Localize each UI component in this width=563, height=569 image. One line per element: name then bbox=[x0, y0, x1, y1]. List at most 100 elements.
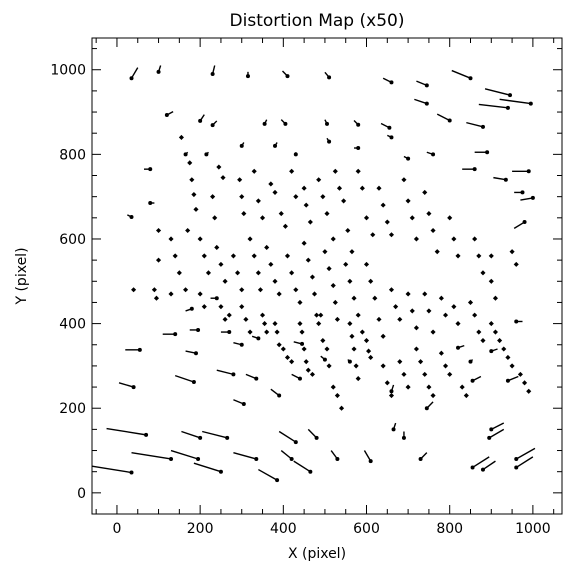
data-point bbox=[222, 316, 228, 322]
data-point bbox=[509, 363, 515, 369]
distortion-vector bbox=[520, 197, 534, 201]
data-point bbox=[332, 299, 338, 305]
vector-origin-point bbox=[148, 167, 153, 172]
data-point bbox=[193, 206, 199, 212]
vector-origin-point bbox=[129, 76, 134, 81]
vector-origin-point bbox=[470, 378, 475, 383]
data-point bbox=[255, 198, 261, 204]
vector-origin-point bbox=[183, 152, 188, 157]
distortion-vector bbox=[490, 422, 505, 431]
data-point bbox=[422, 371, 428, 377]
data-point bbox=[276, 291, 282, 297]
data-point bbox=[239, 194, 245, 200]
vector-origin-point bbox=[335, 456, 340, 461]
vector-origin-point bbox=[293, 152, 298, 157]
data-point bbox=[447, 371, 453, 377]
vector-origin-point bbox=[487, 435, 492, 440]
vector-origin-point bbox=[406, 156, 411, 161]
data-point bbox=[243, 316, 249, 322]
data-point bbox=[251, 168, 257, 174]
data-point bbox=[191, 192, 197, 198]
data-point bbox=[226, 312, 232, 318]
vector-origin-point bbox=[447, 118, 452, 123]
vector-origin-point bbox=[308, 469, 313, 474]
vector-origin-point bbox=[356, 146, 361, 151]
vector-origin-point bbox=[254, 456, 259, 461]
data-point bbox=[384, 219, 390, 225]
data-point bbox=[156, 227, 162, 234]
axis-ticks: 0 200 400 600 800 1000 0 200 400 600 800 1000 bbox=[50, 38, 562, 537]
data-point bbox=[467, 299, 474, 305]
distortion-vectors bbox=[91, 65, 536, 483]
data-point bbox=[156, 257, 162, 263]
vector-origin-point bbox=[505, 378, 510, 383]
data-point bbox=[314, 312, 320, 318]
data-point bbox=[368, 354, 374, 360]
data-point bbox=[326, 363, 332, 369]
data-point bbox=[322, 249, 328, 255]
distortion-vector bbox=[488, 428, 505, 439]
data-point bbox=[289, 359, 295, 365]
data-point bbox=[214, 244, 220, 250]
vector-origin-point bbox=[468, 76, 473, 81]
distortion-vector bbox=[91, 465, 132, 474]
vector-origin-point bbox=[198, 118, 203, 123]
chart-title: Distortion Map (x50) bbox=[230, 11, 405, 31]
vector-origin-point bbox=[262, 121, 267, 126]
data-point bbox=[259, 312, 266, 318]
data-point bbox=[438, 350, 444, 356]
distortion-vector bbox=[466, 121, 484, 128]
vector-origin-point bbox=[480, 467, 485, 472]
vector-origin-point bbox=[277, 393, 282, 398]
distortion-vector bbox=[363, 450, 372, 462]
data-point bbox=[272, 189, 278, 195]
data-point bbox=[418, 359, 424, 365]
distortion-vector bbox=[472, 456, 490, 469]
vector-origin-point bbox=[245, 74, 250, 79]
data-point bbox=[397, 316, 403, 322]
data-point bbox=[299, 329, 305, 335]
data-point bbox=[451, 236, 457, 242]
plot-frame bbox=[91, 37, 563, 515]
data-point bbox=[257, 287, 263, 293]
data-point bbox=[488, 321, 494, 327]
data-point bbox=[426, 384, 432, 390]
data-point bbox=[413, 325, 419, 331]
vector-origin-point bbox=[456, 345, 461, 350]
data-point bbox=[388, 232, 395, 238]
data-point bbox=[268, 261, 274, 267]
y-axis-label: Y (pixel) bbox=[14, 247, 30, 305]
vector-origin-point bbox=[514, 465, 519, 470]
vector-origin-point bbox=[314, 435, 319, 440]
data-point bbox=[505, 354, 511, 360]
data-point bbox=[509, 249, 515, 255]
data-point bbox=[393, 304, 399, 310]
distortion-vector bbox=[280, 449, 293, 460]
data-point bbox=[430, 392, 436, 399]
x-tick-label: 0 bbox=[112, 521, 121, 537]
vector-origin-point bbox=[470, 465, 475, 470]
data-point bbox=[293, 287, 299, 293]
data-point bbox=[438, 295, 444, 301]
data-point bbox=[380, 363, 386, 369]
distortion-vector bbox=[174, 374, 195, 383]
vector-origin-point bbox=[300, 341, 305, 346]
vector-origin-point bbox=[522, 220, 527, 225]
vector-origin-point bbox=[424, 406, 429, 411]
vector-origin-point bbox=[528, 101, 533, 106]
data-point bbox=[297, 321, 303, 327]
data-point bbox=[272, 321, 278, 327]
vector-origin-point bbox=[389, 135, 394, 140]
data-point bbox=[476, 329, 482, 335]
data-point bbox=[409, 215, 415, 221]
x-tick-label: 400 bbox=[270, 521, 297, 537]
distortion-vector bbox=[482, 460, 496, 471]
data-point bbox=[413, 236, 419, 242]
data-point bbox=[480, 270, 486, 276]
data-point bbox=[235, 270, 241, 276]
vector-origin-point bbox=[424, 83, 429, 88]
vector-origin-point bbox=[218, 469, 223, 474]
distortion-vector bbox=[233, 451, 257, 460]
data-point bbox=[426, 308, 432, 314]
